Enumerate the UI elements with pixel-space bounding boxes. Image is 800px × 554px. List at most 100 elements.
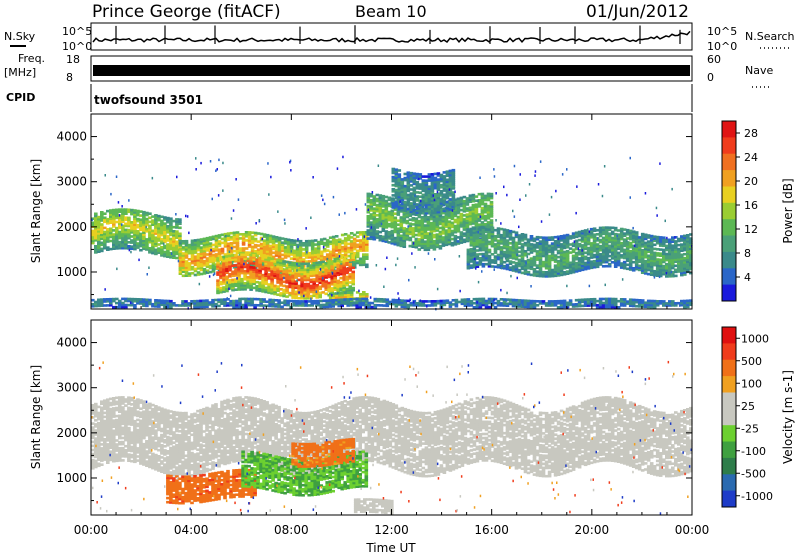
- echo-cell: [393, 226, 398, 230]
- echo-cell: [674, 270, 678, 274]
- echo-cell: [139, 220, 143, 223]
- echo-cell: [511, 242, 516, 246]
- echo-cell: [157, 249, 161, 252]
- echo-cell: [649, 234, 654, 238]
- echo-cell: [109, 233, 113, 237]
- echo-cell: [366, 215, 371, 218]
- echo-cell: [264, 272, 268, 275]
- echo-cell: [454, 298, 459, 302]
- echo-cell: [417, 230, 422, 233]
- echo-cell: [240, 253, 244, 257]
- echo-cell: [151, 237, 155, 241]
- echo-cell: [625, 233, 630, 236]
- echo-cell: [454, 304, 459, 308]
- echo-cell: [502, 250, 507, 254]
- echo-cell: [622, 260, 627, 264]
- echo-cell: [405, 229, 410, 233]
- echo-cell: [199, 254, 204, 257]
- echo-cell: [668, 238, 672, 242]
- echo-cell: [243, 255, 247, 259]
- echo-cell: [234, 260, 238, 263]
- echo-cell: [414, 227, 419, 231]
- echo-cell: [261, 275, 265, 279]
- echo-cell: [115, 226, 119, 230]
- echo-cell: [202, 245, 207, 249]
- echo-cell: [469, 264, 474, 267]
- echo-cell: [163, 254, 167, 258]
- echo-cell: [517, 246, 522, 249]
- echo-cell: [225, 267, 229, 270]
- echo-cell: [622, 234, 627, 237]
- echo-cell: [139, 236, 143, 240]
- echo-cell: [472, 259, 477, 263]
- echo-cell: [472, 255, 477, 259]
- echo-cell: [103, 212, 107, 215]
- echo-cell: [478, 246, 483, 250]
- echo-cell: [441, 224, 446, 227]
- echo-cell: [448, 179, 453, 183]
- echo-cell: [219, 268, 223, 272]
- echo-cell: [231, 254, 235, 257]
- echo-cell: [343, 233, 348, 236]
- echo-cell: [136, 223, 140, 227]
- echo-cell: [441, 244, 446, 247]
- echo-cell: [339, 260, 343, 264]
- echo-cell: [253, 245, 258, 249]
- echo-cell: [459, 208, 464, 212]
- echo-cell: [586, 234, 591, 238]
- echo-cell: [417, 240, 422, 243]
- echo-cell: [300, 297, 304, 300]
- echo-cell: [372, 211, 377, 215]
- echo-cell: [235, 305, 239, 309]
- echo-cell: [211, 253, 216, 257]
- echo-cell: [243, 275, 247, 279]
- echo-cell: [607, 232, 612, 235]
- echo-cell: [408, 230, 413, 234]
- echo-cell: [574, 239, 579, 243]
- echo-cell: [610, 242, 615, 246]
- echo-cell: [427, 179, 432, 182]
- echo-cell: [345, 277, 349, 281]
- echo-cell: [562, 236, 567, 240]
- echo-cell: [259, 244, 264, 248]
- echo-cell: [378, 216, 383, 220]
- echo-cell: [544, 246, 549, 250]
- echo-cell: [253, 239, 258, 243]
- echo-cell: [244, 303, 248, 307]
- echo-cell: [490, 236, 495, 240]
- echo-cell: [352, 243, 357, 247]
- echo-cell: [532, 261, 537, 265]
- echo-cell: [538, 268, 543, 272]
- echo-cell: [325, 249, 330, 252]
- echo-cell: [178, 236, 182, 240]
- echo-cell: [142, 298, 146, 301]
- echo-cell: [97, 236, 101, 239]
- echo-cell: [580, 240, 585, 243]
- echo-cell: [463, 300, 468, 303]
- echo-cell: [520, 263, 525, 266]
- echo-cell: [465, 225, 470, 229]
- echo-cell: [598, 259, 603, 262]
- echo-cell: [106, 234, 110, 237]
- echo-cell: [306, 292, 310, 296]
- echo-cell: [424, 181, 429, 184]
- echo-cell: [181, 242, 186, 245]
- echo-cell: [100, 300, 104, 303]
- echo-cell: [442, 299, 447, 303]
- echo-cell: [228, 275, 232, 278]
- echo-cell: [169, 253, 173, 257]
- echo-cell: [369, 201, 374, 204]
- echo-cell: [288, 291, 292, 295]
- echo-cell: [295, 253, 300, 257]
- echo-cell: [142, 213, 146, 216]
- echo-cell: [604, 236, 609, 240]
- echo-cell: [115, 245, 119, 248]
- echo-cell: [430, 175, 435, 178]
- echo-cell: [601, 248, 606, 252]
- echo-cell: [453, 198, 458, 201]
- echo-cell: [384, 232, 389, 235]
- echo-cell: [289, 243, 294, 246]
- echo-cell: [291, 284, 295, 287]
- echo-cell: [415, 195, 420, 198]
- echo-cell: [340, 293, 345, 297]
